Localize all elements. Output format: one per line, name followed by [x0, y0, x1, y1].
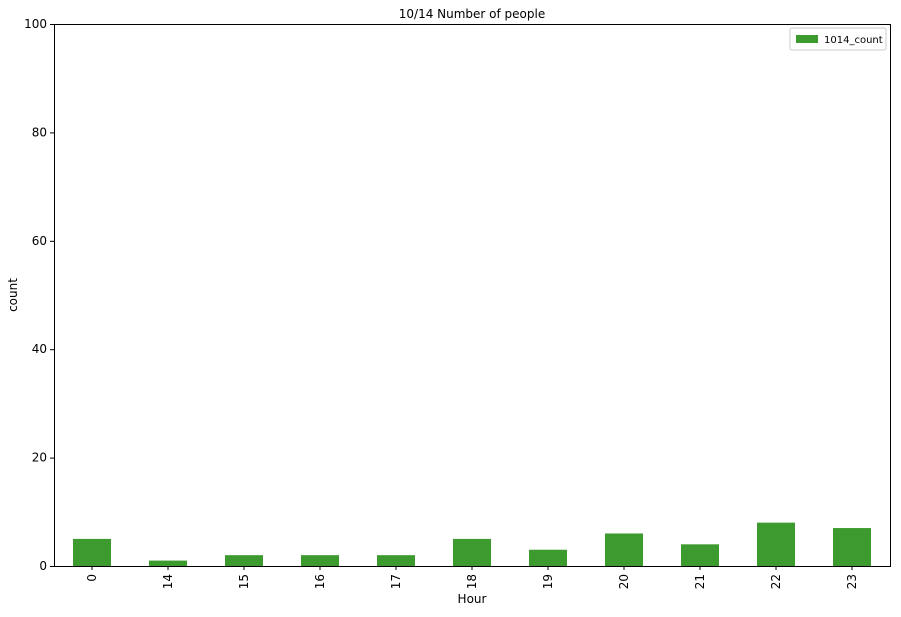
bar-15: [225, 555, 263, 566]
bar-14: [149, 560, 187, 566]
bar-23: [833, 528, 871, 566]
bar-19: [529, 549, 567, 566]
x-tick-label: 22: [769, 574, 783, 589]
plot-area: [73, 522, 871, 566]
chart-title: 10/14 Number of people: [399, 7, 545, 21]
x-tick-label: 0: [85, 574, 99, 582]
x-tick-label: 21: [693, 574, 707, 589]
x-tick-label: 14: [161, 574, 175, 589]
axes: 0 20 40 60 80 100 0 14 15 16 17 18 19 20 21 22 23: [24, 17, 859, 589]
legend: 1014_count: [789, 27, 887, 51]
y-tick-label: 80: [32, 125, 47, 139]
bar-18: [453, 538, 491, 566]
x-tick-label: 16: [313, 574, 327, 589]
legend-label: 1014_count: [824, 35, 883, 46]
y-axis-title: count: [6, 278, 20, 312]
x-axis-title: Hour: [458, 592, 487, 606]
bar-22: [757, 522, 795, 566]
x-tick-label: 23: [845, 574, 859, 589]
bar-21: [681, 544, 719, 566]
bar-0: [73, 538, 111, 566]
y-tick-label: 0: [39, 559, 47, 573]
legend-swatch: [796, 35, 818, 43]
y-tick-label: 20: [32, 451, 47, 465]
x-tick-label: 20: [617, 574, 631, 589]
bar-20: [605, 533, 643, 566]
y-tick-label: 60: [32, 234, 47, 248]
x-tick-label: 19: [541, 574, 555, 589]
y-tick-label: 40: [32, 342, 47, 356]
x-tick-label: 17: [389, 574, 403, 589]
legend-box: [789, 27, 887, 51]
bar-17: [377, 555, 415, 566]
bar-16: [301, 555, 339, 566]
x-tick-label: 18: [465, 574, 479, 589]
y-tick-label: 100: [24, 17, 47, 31]
x-tick-label: 15: [237, 574, 251, 589]
plot-frame: [54, 24, 891, 567]
